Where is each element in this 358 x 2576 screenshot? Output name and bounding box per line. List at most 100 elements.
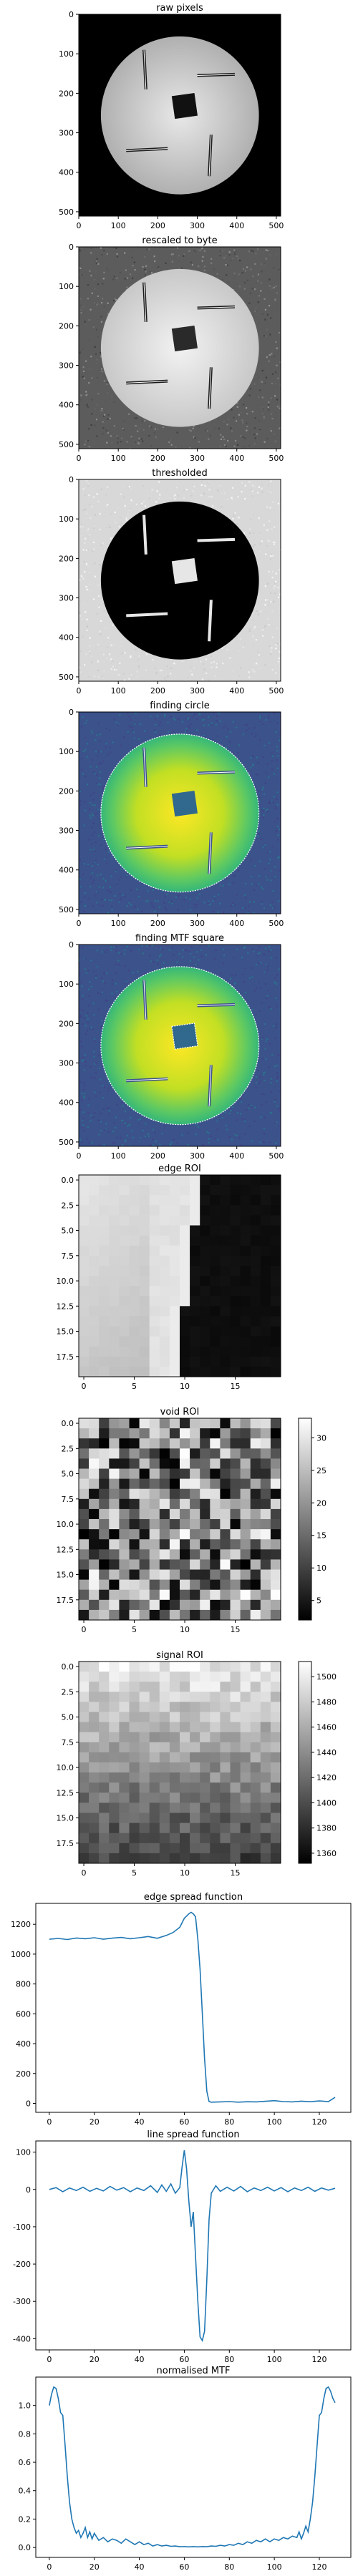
- grid-cell: [270, 1782, 281, 1793]
- grid-cell: [99, 1508, 110, 1520]
- grid-cell: [230, 1488, 241, 1500]
- grid-cell: [260, 1539, 271, 1550]
- grid-cell: [99, 1682, 110, 1692]
- y-tick-label: 200: [59, 554, 74, 563]
- grid-cell: [149, 1428, 160, 1439]
- grid-cell: [169, 1539, 180, 1550]
- grid-cell: [180, 1185, 190, 1196]
- grid-cell: [89, 1732, 100, 1743]
- grid-cell: [159, 1326, 170, 1337]
- grid-cell: [190, 1346, 200, 1357]
- grid-cell: [159, 1215, 170, 1226]
- grid-cell: [200, 1712, 211, 1723]
- chart-panel-10: line spread function 0 20 40 60 80 100 120 -400 -…: [13, 2129, 352, 2364]
- grid-cell: [270, 1589, 281, 1601]
- grid-cell: [79, 1366, 90, 1377]
- grid-cell: [260, 1792, 271, 1803]
- grid-cell: [149, 1195, 160, 1206]
- grid-cell: [250, 1732, 261, 1743]
- grid-cell: [200, 1458, 211, 1469]
- y-tick-label: 1200: [11, 1920, 31, 1929]
- grid-cell: [210, 1599, 221, 1611]
- x-tick-label: 300: [190, 919, 205, 928]
- grid-cell: [99, 1752, 110, 1763]
- grid-cell: [109, 1215, 120, 1226]
- grid-cell: [89, 1336, 100, 1347]
- grid-cell: [220, 1599, 231, 1611]
- detected-square: [171, 1023, 198, 1050]
- grid-cell: [200, 1418, 211, 1429]
- grid-cell: [220, 1265, 231, 1277]
- grid-cell: [250, 1488, 261, 1500]
- axes-frame: [35, 2376, 352, 2558]
- grid-cell: [270, 1813, 281, 1824]
- grid-cell: [270, 1185, 281, 1196]
- grid-cell: [220, 1813, 231, 1824]
- colorbar-tick-label: 1400: [316, 1798, 337, 1807]
- grid-cell: [270, 1306, 281, 1317]
- grid-cell: [109, 1529, 120, 1540]
- grid-cell: [159, 1225, 170, 1236]
- grid-cell: [190, 1265, 200, 1277]
- grid-cell: [129, 1255, 140, 1267]
- grid-cell: [270, 1762, 281, 1773]
- y-tick-label: 500: [59, 440, 74, 449]
- grid-cell: [180, 1792, 190, 1803]
- grid-cell: [210, 1833, 221, 1844]
- grid-cell: [169, 1195, 180, 1206]
- grid-cell: [109, 1762, 120, 1773]
- grid-cell: [129, 1418, 140, 1429]
- grid-cell: [169, 1559, 180, 1570]
- grid-cell: [149, 1702, 160, 1712]
- grid-cell: [200, 1205, 211, 1216]
- grid-cell: [89, 1772, 100, 1783]
- grid-cell: [270, 1752, 281, 1763]
- grid-cell: [89, 1549, 100, 1560]
- grid-cell: [230, 1672, 241, 1682]
- grid-cell: [99, 1772, 110, 1783]
- grid-cell: [250, 1853, 261, 1863]
- grid-cell: [119, 1255, 130, 1267]
- grid-cell: [190, 1185, 200, 1196]
- grid-cell: [109, 1286, 120, 1297]
- x-tick-label: 0: [47, 2562, 52, 2572]
- grid-cell: [180, 1662, 190, 1672]
- grid-cell: [159, 1468, 170, 1480]
- grid-cell: [250, 1306, 261, 1317]
- grid-cell: [79, 1438, 90, 1449]
- grid-cell: [270, 1346, 281, 1357]
- grid-cell: [190, 1175, 200, 1186]
- grid-cell: [210, 1742, 221, 1753]
- grid-cell: [250, 1833, 261, 1844]
- x-tick-label: 500: [268, 919, 284, 928]
- grid-cell: [89, 1255, 100, 1267]
- grid-cell: [129, 1833, 140, 1844]
- grid-cell: [169, 1316, 180, 1327]
- grid-cell: [89, 1185, 100, 1196]
- grid-cell: [129, 1752, 140, 1763]
- grid-cell: [159, 1609, 170, 1620]
- grid-cell: [129, 1712, 140, 1723]
- grid-cell: [240, 1792, 251, 1803]
- grid-cell: [260, 1802, 271, 1813]
- chart-title: finding MTF square: [135, 933, 224, 944]
- y-tick-label: 0: [69, 708, 74, 717]
- grid-cell: [230, 1853, 241, 1863]
- grid-cell: [109, 1498, 120, 1510]
- grid-cell: [159, 1782, 170, 1793]
- grid-cell: [159, 1712, 170, 1723]
- y-tick-label: 17.5: [57, 1596, 74, 1605]
- grid-cell: [129, 1336, 140, 1347]
- grid-cell: [200, 1519, 211, 1530]
- grid-cell: [109, 1569, 120, 1581]
- x-tick-label: 400: [229, 1151, 244, 1161]
- grid-cell: [190, 1599, 200, 1611]
- grid-cell: [230, 1438, 241, 1449]
- grid-cell: [180, 1255, 190, 1267]
- grid-cell: [200, 1346, 211, 1357]
- grid-cell: [99, 1712, 110, 1723]
- grid-cell: [260, 1609, 271, 1620]
- grid-cell: [159, 1245, 170, 1257]
- grid-cell: [250, 1448, 261, 1459]
- grid-cell: [230, 1772, 241, 1783]
